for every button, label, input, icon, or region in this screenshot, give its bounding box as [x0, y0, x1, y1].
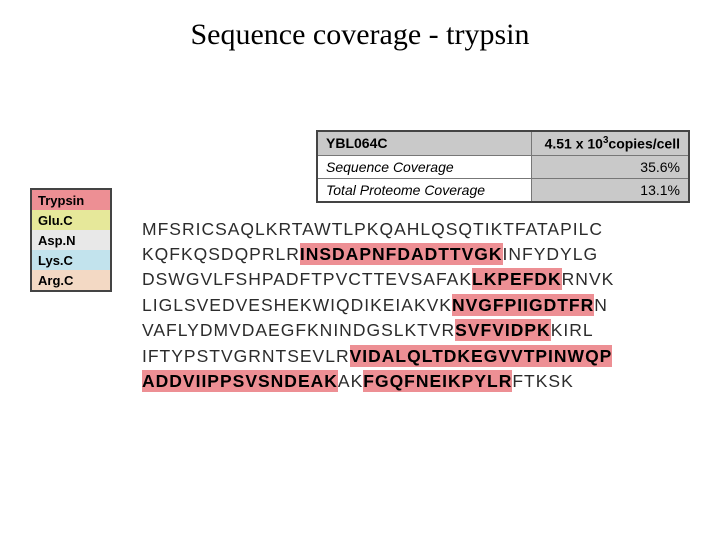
peptide-plain: FTKSK — [512, 371, 573, 391]
peptide-plain: INFYDYLG — [503, 244, 599, 264]
peptide-highlighted: VIDALQLTDKEGVVTPINWQP — [350, 345, 613, 367]
info-header-row: YBL064C 4.51 x 103copies/cell — [318, 132, 688, 156]
peptide-highlighted: INSDAPNFDADTTVGK — [300, 243, 503, 265]
enzyme-legend: TrypsinGlu.CAsp.NLys.CArg.C — [30, 188, 112, 292]
peptide-highlighted: SVFVIDPK — [455, 319, 551, 341]
sequence-line: VAFLYDMVDAEGFKNINDGSLKTVRSVFVIDPKKIRL — [142, 318, 690, 343]
legend-row-trypsin: Trypsin — [32, 190, 110, 210]
tot-coverage-row: Total Proteome Coverage 13.1% — [318, 179, 688, 201]
peptide-highlighted: ADDVIIPPSVSNDEAK — [142, 370, 338, 392]
legend-row-gluc: Glu.C — [32, 210, 110, 230]
peptide-plain: KQFKQSDQPRLR — [142, 244, 300, 264]
peptide-plain: IFTYPSTVGRNTSEVLR — [142, 346, 350, 366]
protein-sequence: MFSRICSAQLKRTAWTLPKQAHLQSQTIKTFATAPILC KQ… — [142, 217, 690, 395]
peptide-highlighted: NVGFPIIGDTFR — [452, 294, 594, 316]
sequence-line: ADDVIIPPSVSNDEAKAKFGQFNEIKPYLRFTKSK — [142, 369, 690, 394]
peptide-plain: MFSRICSAQLKRTAWTLPKQAHLQSQTIKTFATAPILC — [142, 219, 603, 239]
peptide-highlighted: FGQFNEIKPYLR — [363, 370, 512, 392]
right-column: YBL064C 4.51 x 103copies/cell Sequence C… — [142, 130, 690, 394]
tot-coverage-value: 13.1% — [531, 179, 688, 201]
protein-id: YBL064C — [318, 132, 531, 155]
peptide-plain: KIRL — [551, 320, 594, 340]
tot-coverage-label: Total Proteome Coverage — [318, 179, 531, 201]
peptide-plain: VAFLYDMVDAEGFKNINDGSLKTVR — [142, 320, 455, 340]
seq-coverage-value: 35.6% — [531, 156, 688, 178]
page-title: Sequence coverage - trypsin — [0, 0, 720, 52]
seq-coverage-row: Sequence Coverage 35.6% — [318, 156, 688, 179]
peptide-plain: N — [594, 295, 608, 315]
peptide-plain: LIGLSVEDVESHEKWIQDIKEIAKVK — [142, 295, 452, 315]
peptide-plain: DSWGVLFSHPADFTPVCTTEVSAFAK — [142, 269, 472, 289]
sequence-line: IFTYPSTVGRNTSEVLRVIDALQLTDKEGVVTPINWQP — [142, 344, 690, 369]
peptide-plain: AK — [338, 371, 363, 391]
legend-row-lysc: Lys.C — [32, 250, 110, 270]
legend-row-argc: Arg.C — [32, 270, 110, 290]
seq-coverage-label: Sequence Coverage — [318, 156, 531, 178]
copies-cell: 4.51 x 103copies/cell — [531, 132, 688, 155]
sequence-line: KQFKQSDQPRLRINSDAPNFDADTTVGKINFYDYLG — [142, 242, 690, 267]
sequence-line: LIGLSVEDVESHEKWIQDIKEIAKVKNVGFPIIGDTFRN — [142, 293, 690, 318]
sequence-line: MFSRICSAQLKRTAWTLPKQAHLQSQTIKTFATAPILC — [142, 217, 690, 242]
sequence-line: DSWGVLFSHPADFTPVCTTEVSAFAKLKPEFDKRNVK — [142, 267, 690, 292]
peptide-highlighted: LKPEFDK — [472, 268, 562, 290]
info-table: YBL064C 4.51 x 103copies/cell Sequence C… — [316, 130, 690, 203]
legend-row-aspn: Asp.N — [32, 230, 110, 250]
peptide-plain: RNVK — [562, 269, 615, 289]
content-area: TrypsinGlu.CAsp.NLys.CArg.C YBL064C 4.51… — [30, 130, 690, 394]
